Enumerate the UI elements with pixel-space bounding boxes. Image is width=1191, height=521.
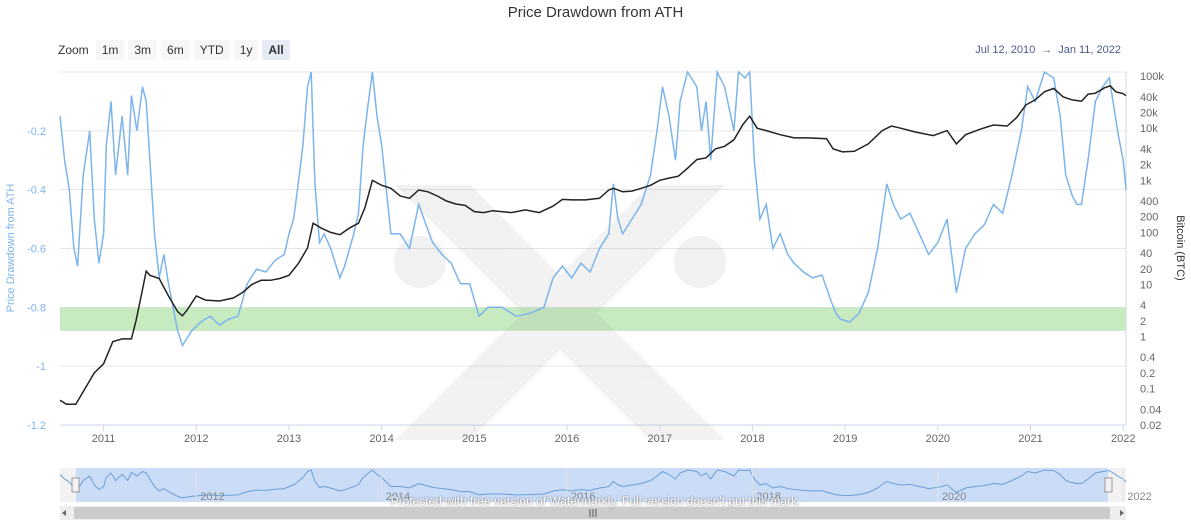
navigator-label: 2020 xyxy=(942,491,966,503)
navigator-label: 2022 xyxy=(1127,491,1151,503)
scrollbar[interactable] xyxy=(60,506,1126,520)
y-right-tick-label: 0.04 xyxy=(1140,404,1161,416)
y-axis-left: -0.2 -0.4 -0.6 -0.8 -1 -1.2 xyxy=(27,126,46,432)
series-drawdown-line[interactable] xyxy=(59,69,1127,348)
navigator-right-handle[interactable] xyxy=(1104,477,1113,493)
y-axis-left-title: Price Drawdown from ATH xyxy=(5,184,17,313)
date-range-to[interactable]: Jan 11, 2022 xyxy=(1058,44,1121,56)
scroll-right-arrow-icon[interactable] xyxy=(1120,510,1124,516)
date-range-arrow: → xyxy=(1041,44,1053,56)
navigator[interactable]: 2012 2014 2016 2018 2020 2022 xyxy=(59,468,1152,503)
y-right-tick-label: 0.4 xyxy=(1140,352,1155,364)
y-left-tick-label: -0.4 xyxy=(27,185,46,197)
navigator-selection[interactable] xyxy=(76,468,1108,502)
x-tick-label: 2016 xyxy=(555,433,579,445)
navigator-label: 2016 xyxy=(571,491,595,503)
y-left-tick-label: -0.6 xyxy=(27,244,46,256)
date-range-from[interactable]: Jul 12, 2010 xyxy=(975,44,1036,56)
zoom-1m-button[interactable]: 1m xyxy=(95,40,125,60)
y-right-tick-label: 0.1 xyxy=(1140,384,1155,396)
chart-title: Price Drawdown from ATH xyxy=(507,4,684,21)
zoom-label: Zoom xyxy=(58,43,89,57)
y-right-tick-label: 40 xyxy=(1140,248,1152,260)
y-right-tick-label: 4k xyxy=(1140,144,1152,156)
y-left-tick-label: -0.8 xyxy=(27,302,46,314)
navigator-label: 2018 xyxy=(756,491,780,503)
date-range: Jul 12, 2010 → Jan 11, 2022 xyxy=(975,44,1121,56)
scrollbar-grip-icon xyxy=(589,509,597,517)
x-tick-label: 2015 xyxy=(462,433,486,445)
x-tick-label: 2019 xyxy=(833,433,857,445)
y-right-tick-label: 0.2 xyxy=(1140,368,1155,380)
zoom-3m-button[interactable]: 3m xyxy=(128,40,158,60)
y-right-tick-label: 1k xyxy=(1140,175,1152,187)
y-right-tick-label: 20 xyxy=(1140,264,1152,276)
y-right-tick-label: 1 xyxy=(1140,332,1146,344)
navigator-left-handle[interactable] xyxy=(71,477,80,493)
y-right-tick-label: 2k xyxy=(1140,160,1152,172)
x-tick-label: 2018 xyxy=(740,433,764,445)
y-right-tick-label: 400 xyxy=(1140,196,1158,208)
navigator-labels: 2012 2014 2016 2018 2020 2022 xyxy=(195,468,1152,503)
x-tick-label: 2012 xyxy=(184,433,208,445)
zoom-1y-button[interactable]: 1y xyxy=(233,40,259,60)
series-btc-line[interactable] xyxy=(59,85,1127,406)
y-right-tick-label: 10 xyxy=(1140,279,1152,291)
y-right-tick-label: 100k xyxy=(1140,71,1164,83)
x-tick-label: 2014 xyxy=(369,433,393,445)
y-right-tick-label: 0.02 xyxy=(1140,420,1161,432)
zoom-ytd-button[interactable]: YTD xyxy=(193,40,230,60)
y-right-tick-label: 2 xyxy=(1140,316,1146,328)
y-right-tick-label: 40k xyxy=(1140,92,1158,104)
y-right-tick-label: 4 xyxy=(1140,300,1146,312)
x-tick-label: 2011 xyxy=(92,433,116,445)
navigator-label: 2012 xyxy=(200,491,224,503)
y-axis-right-title: Bitcoin (BTC) xyxy=(1174,215,1186,280)
watermark-logo xyxy=(394,185,726,440)
y-right-tick-label: 10k xyxy=(1140,123,1158,135)
y-left-tick-label: -1 xyxy=(36,361,46,373)
zoom-6m-button[interactable]: 6m xyxy=(161,40,190,60)
scrollbar-thumb[interactable] xyxy=(74,507,1110,519)
y-right-tick-label: 100 xyxy=(1140,227,1158,239)
scroll-left-arrow-icon[interactable] xyxy=(62,510,66,516)
zoom-bar: Zoom 1m 3m 6m YTD 1y All xyxy=(58,40,290,60)
navigator-series-line xyxy=(59,469,1127,499)
x-tick-label: 2021 xyxy=(1018,433,1042,445)
zoom-all-button[interactable]: All xyxy=(262,40,290,60)
navigator-label: 2014 xyxy=(386,491,410,503)
x-tick-label: 2022 xyxy=(1111,433,1135,445)
x-tick-label: 2017 xyxy=(647,433,671,445)
y-left-tick-label: -1.2 xyxy=(27,420,46,432)
y-axis-right: 0.02 0.04 0.1 0.2 0.4 1 2 4 10 20 40 100 200 400 1k 2k 4… xyxy=(1140,71,1164,432)
x-tick-label: 2020 xyxy=(926,433,950,445)
y-left-tick-label: -0.2 xyxy=(27,126,46,138)
x-axis: 2011 2012 2013 2014 2015 2016 2017 2018 2019 2020… xyxy=(92,425,1135,445)
x-tick-label: 2013 xyxy=(277,433,301,445)
y-right-tick-label: 200 xyxy=(1140,212,1158,224)
y-right-tick-label: 20k xyxy=(1140,108,1158,120)
